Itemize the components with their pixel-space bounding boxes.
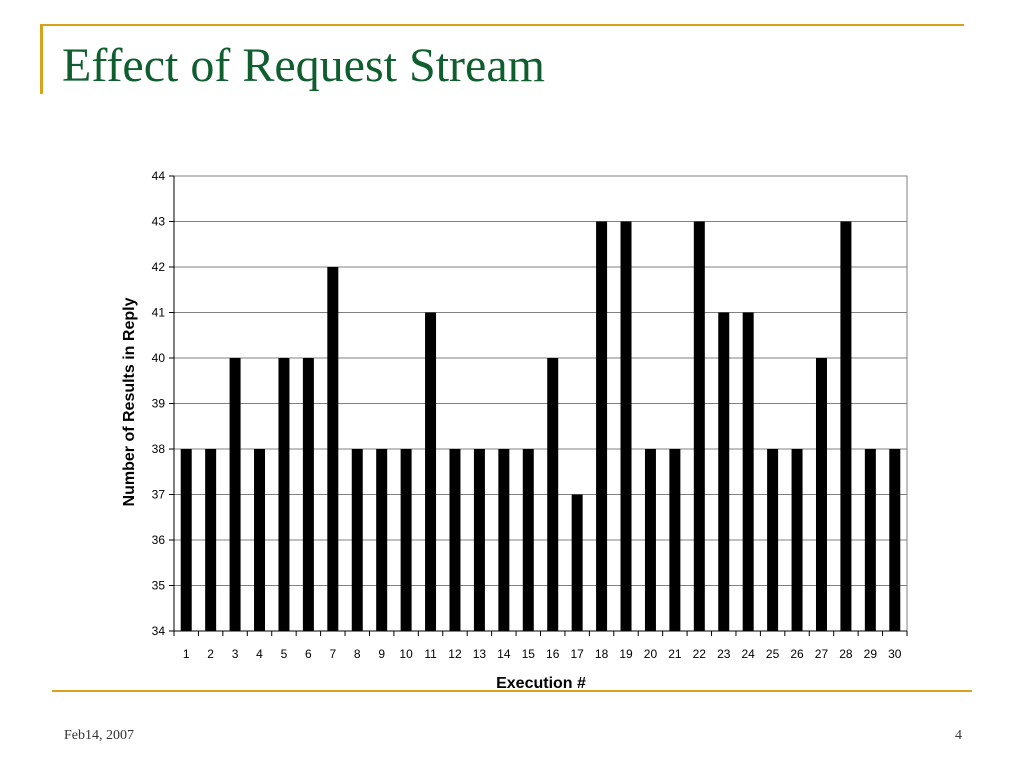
y-tick-label: 43 [152, 215, 166, 229]
x-tick-label: 20 [644, 647, 658, 661]
bar-execution-4 [254, 449, 266, 631]
x-tick-label: 16 [546, 647, 560, 661]
x-tick-label: 14 [497, 647, 511, 661]
x-tick-label: 4 [256, 647, 263, 661]
y-tick-label: 40 [152, 351, 166, 365]
bar-execution-10 [400, 449, 412, 631]
bar-execution-30 [889, 449, 901, 631]
y-tick-label: 41 [152, 306, 166, 320]
bar-execution-21 [669, 449, 681, 631]
y-tick-label: 36 [152, 533, 166, 547]
bar-execution-12 [449, 449, 461, 631]
x-tick-label: 5 [281, 647, 288, 661]
x-tick-label: 15 [522, 647, 536, 661]
bar-execution-13 [473, 449, 485, 631]
y-tick-label: 37 [152, 488, 166, 502]
x-tick-label: 19 [619, 647, 633, 661]
bars [180, 221, 901, 631]
footer-divider [52, 690, 972, 692]
bar-execution-19 [620, 221, 632, 631]
x-tick-label: 24 [742, 647, 756, 661]
y-tick-label: 38 [152, 442, 166, 456]
bar-execution-29 [864, 449, 876, 631]
x-axis-title: Execution # [496, 675, 586, 692]
x-tick-label: 30 [888, 647, 902, 661]
bar-execution-11 [425, 312, 437, 631]
y-tick-label: 42 [152, 260, 166, 274]
x-tick-label: 26 [790, 647, 804, 661]
bar-execution-9 [376, 449, 388, 631]
y-tick-label: 34 [152, 624, 166, 638]
x-tick-label: 10 [399, 647, 413, 661]
x-tick-label: 13 [473, 647, 487, 661]
x-tick-label: 17 [570, 647, 584, 661]
x-tick-label: 11 [424, 647, 437, 661]
bar-execution-17 [571, 494, 583, 631]
x-tick-label: 23 [717, 647, 731, 661]
top-accent-line [40, 24, 964, 26]
x-tick-label: 27 [815, 647, 829, 661]
slide-title: Effect of Request Stream [62, 39, 545, 92]
bar-execution-3 [229, 358, 241, 631]
bar-execution-15 [522, 449, 534, 631]
bar-execution-20 [644, 449, 656, 631]
x-tick-label: 2 [207, 647, 214, 661]
y-tick-label: 39 [152, 397, 166, 411]
bar-execution-7 [327, 267, 339, 631]
bar-execution-6 [302, 358, 314, 631]
x-tick-label: 12 [448, 647, 462, 661]
bar-execution-27 [815, 358, 827, 631]
x-tick-label: 18 [595, 647, 609, 661]
x-tick-label: 29 [864, 647, 878, 661]
x-tick-label: 22 [693, 647, 707, 661]
bar-execution-24 [742, 312, 754, 631]
x-tick-label: 3 [232, 647, 239, 661]
y-axis-title: Number of Results in Reply [121, 297, 138, 506]
bar-execution-8 [351, 449, 363, 631]
x-tick-label: 6 [305, 647, 312, 661]
bar-execution-23 [718, 312, 730, 631]
footer-date: Feb14, 2007 [64, 728, 134, 743]
bar-execution-18 [596, 221, 608, 631]
bar-execution-16 [547, 358, 559, 631]
x-tick-label: 21 [668, 647, 682, 661]
title-accent-bar [40, 24, 43, 94]
x-tick-label: 25 [766, 647, 780, 661]
bar-execution-5 [278, 358, 290, 631]
y-tick-label: 44 [152, 169, 166, 183]
bar-execution-28 [840, 221, 852, 631]
x-tick-label: 9 [378, 647, 385, 661]
axes [169, 175, 908, 636]
page-number: 4 [955, 728, 962, 743]
x-tick-label: 28 [839, 647, 853, 661]
y-tick-label: 35 [152, 579, 166, 593]
bar-execution-2 [205, 449, 217, 631]
bar-execution-22 [693, 221, 705, 631]
x-tick-label: 1 [183, 647, 190, 661]
x-tick-label: 8 [354, 647, 361, 661]
bar-execution-26 [791, 449, 803, 631]
x-tick-label: 7 [329, 647, 336, 661]
bar-execution-25 [767, 449, 779, 631]
bar-execution-1 [180, 449, 192, 631]
bar-execution-14 [498, 449, 510, 631]
